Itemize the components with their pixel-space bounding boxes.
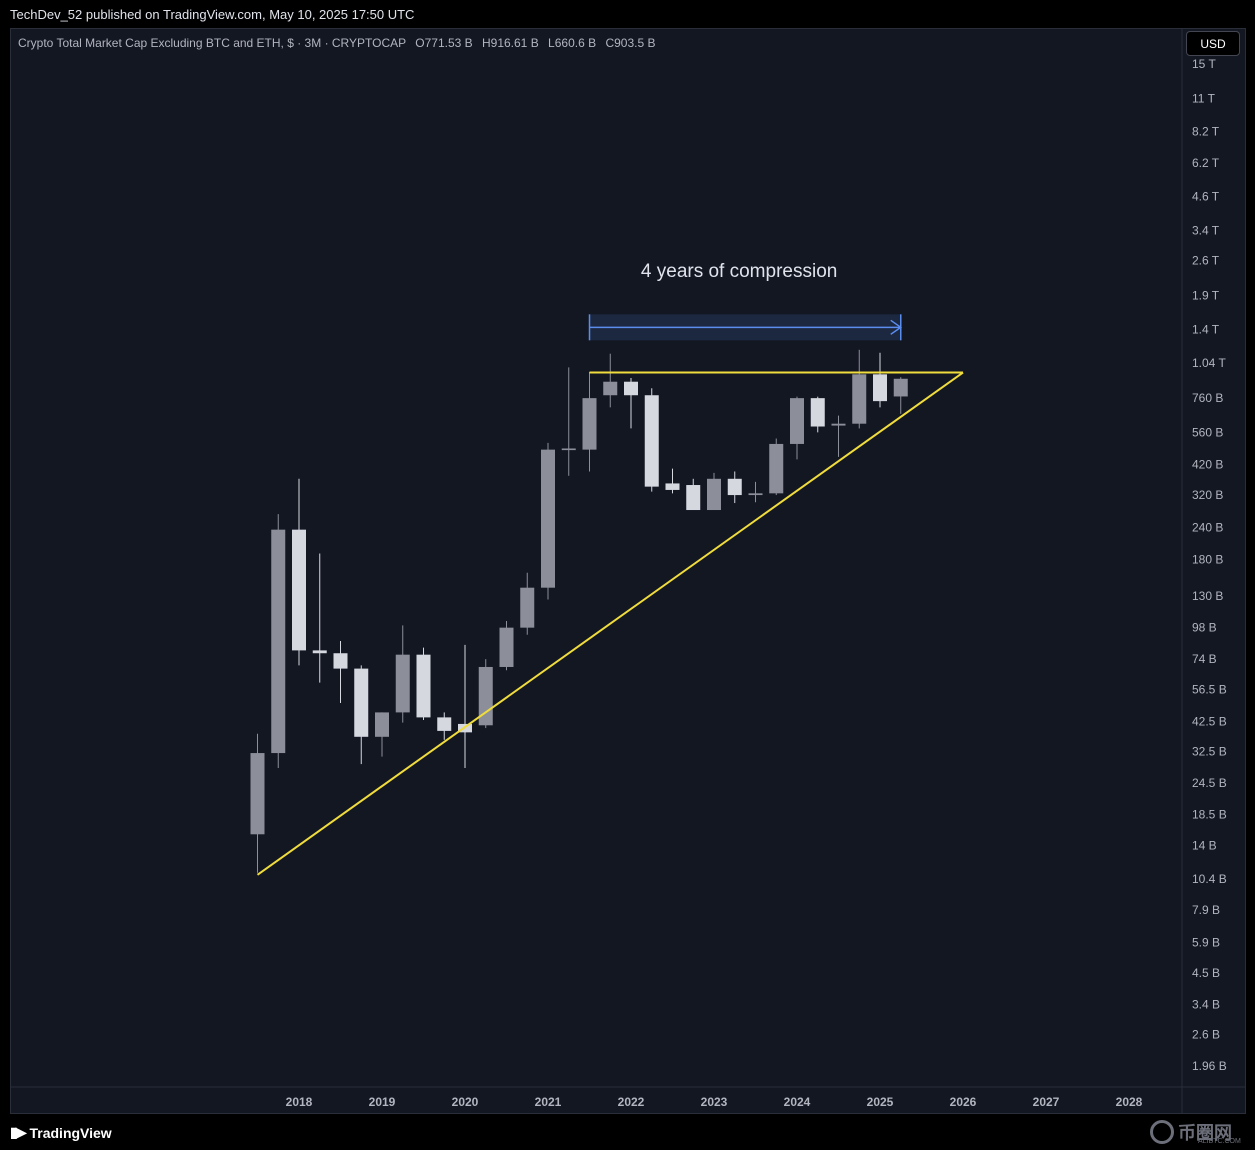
x-tick-label: 2022 <box>618 1095 645 1109</box>
y-tick-label: 18.5 B <box>1192 807 1227 821</box>
publish-info: TechDev_52 published on TradingView.com,… <box>10 7 415 22</box>
y-tick-label: 32.5 B <box>1192 744 1227 758</box>
y-tick-label: 320 B <box>1192 488 1223 502</box>
tradingview-logo[interactable]: ▮▶ TradingView <box>10 1124 112 1141</box>
candle-body[interactable] <box>250 753 265 835</box>
candle-body[interactable] <box>333 653 348 669</box>
y-tick-label: 4.5 B <box>1192 966 1220 980</box>
candle-body[interactable] <box>603 381 618 396</box>
candle-body[interactable] <box>561 448 576 451</box>
candle-body[interactable] <box>292 529 306 651</box>
tradingview-logo-icon: ▮▶ <box>10 1124 27 1140</box>
tradingview-brand: TradingView <box>29 1124 112 1141</box>
x-tick-label: 2020 <box>452 1095 479 1109</box>
candle-body[interactable] <box>707 478 721 511</box>
y-tick-label: 240 B <box>1192 520 1223 534</box>
y-tick-label: 130 B <box>1192 589 1223 603</box>
annotation-text[interactable]: 4 years of compression <box>641 261 837 282</box>
candle-body[interactable] <box>769 443 784 494</box>
y-tick-label: 2.6 T <box>1192 253 1220 267</box>
y-tick-label: 1.04 T <box>1192 356 1226 370</box>
y-tick-label: 3.4 B <box>1192 997 1220 1011</box>
legend-open: O771.53 B <box>415 36 473 50</box>
y-tick-label: 2.6 B <box>1192 1027 1220 1041</box>
y-tick-label: 180 B <box>1192 553 1223 567</box>
legend-low: L660.6 B <box>548 36 597 50</box>
y-tick-label: 6.2 T <box>1192 156 1220 170</box>
candle-body[interactable] <box>582 398 597 450</box>
y-tick-label: 7.9 B <box>1192 903 1220 917</box>
legend-symbol: Crypto Total Market Cap Excluding BTC an… <box>18 36 406 50</box>
x-tick-label: 2025 <box>867 1095 894 1109</box>
y-tick-label: 74 B <box>1192 652 1217 666</box>
arrow-head-icon <box>890 319 903 335</box>
candle-body[interactable] <box>416 654 431 718</box>
trendline-support[interactable] <box>256 371 964 876</box>
site-watermark: 币圈网 ALIBTC.COM <box>1150 1114 1255 1150</box>
y-tick-label: 10.4 B <box>1192 872 1227 886</box>
candle-body[interactable] <box>873 374 887 402</box>
candle-body[interactable] <box>852 374 867 424</box>
candle-body[interactable] <box>686 485 701 511</box>
watermark-text: 币圈网 <box>1178 1123 1232 1143</box>
candle-body[interactable] <box>810 398 825 427</box>
x-tick-label: 2018 <box>286 1095 313 1109</box>
y-tick-label: 420 B <box>1192 458 1223 472</box>
footer-bar <box>0 1115 1255 1150</box>
candle-body[interactable] <box>831 423 846 426</box>
candle-body[interactable] <box>790 398 804 444</box>
candle-body[interactable] <box>727 478 742 496</box>
candle-body[interactable] <box>748 493 763 496</box>
y-tick-label: 5.9 B <box>1192 936 1220 950</box>
x-tick-label: 2023 <box>701 1095 728 1109</box>
y-tick-label: 3.4 T <box>1192 223 1220 237</box>
candle-body[interactable] <box>893 378 908 397</box>
y-tick-label: 760 B <box>1192 391 1223 405</box>
candle-body[interactable] <box>354 668 369 737</box>
candle-body[interactable] <box>644 395 659 487</box>
candle-body[interactable] <box>271 529 286 754</box>
candle-body[interactable] <box>624 381 638 396</box>
x-tick-label: 2028 <box>1116 1095 1143 1109</box>
candle-body[interactable] <box>395 654 410 713</box>
candle-body[interactable] <box>375 712 389 737</box>
watermark-logo-icon <box>1150 1120 1174 1144</box>
candle-body[interactable] <box>499 627 514 667</box>
x-tick-label: 2027 <box>1033 1095 1060 1109</box>
y-tick-label: 14 B <box>1192 839 1217 853</box>
candle-body[interactable] <box>520 587 535 628</box>
y-tick-label: 24.5 B <box>1192 776 1227 790</box>
candle-body[interactable] <box>437 717 452 731</box>
y-tick-label: 42.5 B <box>1192 714 1227 728</box>
legend-close: C903.5 B <box>605 36 656 50</box>
y-tick-label: 8.2 T <box>1192 125 1220 139</box>
y-tick-label: 15 T <box>1192 57 1216 71</box>
x-tick-label: 2019 <box>369 1095 396 1109</box>
y-tick-label: 1.96 B <box>1192 1059 1227 1073</box>
x-tick-label: 2021 <box>535 1095 562 1109</box>
series-legend: Crypto Total Market Cap Excluding BTC an… <box>18 36 655 50</box>
x-tick-label: 2026 <box>950 1095 977 1109</box>
y-tick-label: 560 B <box>1192 425 1223 439</box>
x-tick-label: 2024 <box>784 1095 811 1109</box>
legend-high: H916.61 B <box>481 36 539 50</box>
candle-body[interactable] <box>665 483 680 490</box>
y-tick-label: 11 T <box>1192 92 1216 106</box>
currency-button[interactable]: USD <box>1186 31 1240 56</box>
y-tick-label: 98 B <box>1192 621 1217 635</box>
y-tick-label: 56.5 B <box>1192 682 1227 696</box>
publish-header: TechDev_52 published on TradingView.com,… <box>0 0 1255 28</box>
candle-body[interactable] <box>541 449 555 588</box>
y-tick-label: 1.9 T <box>1192 288 1220 302</box>
candle-body[interactable] <box>312 650 327 654</box>
watermark-subtext: ALIBTC.COM <box>1198 1138 1241 1145</box>
chart-pane[interactable] <box>10 28 1246 1114</box>
y-tick-label: 1.4 T <box>1192 323 1220 337</box>
y-tick-label: 4.6 T <box>1192 189 1220 203</box>
